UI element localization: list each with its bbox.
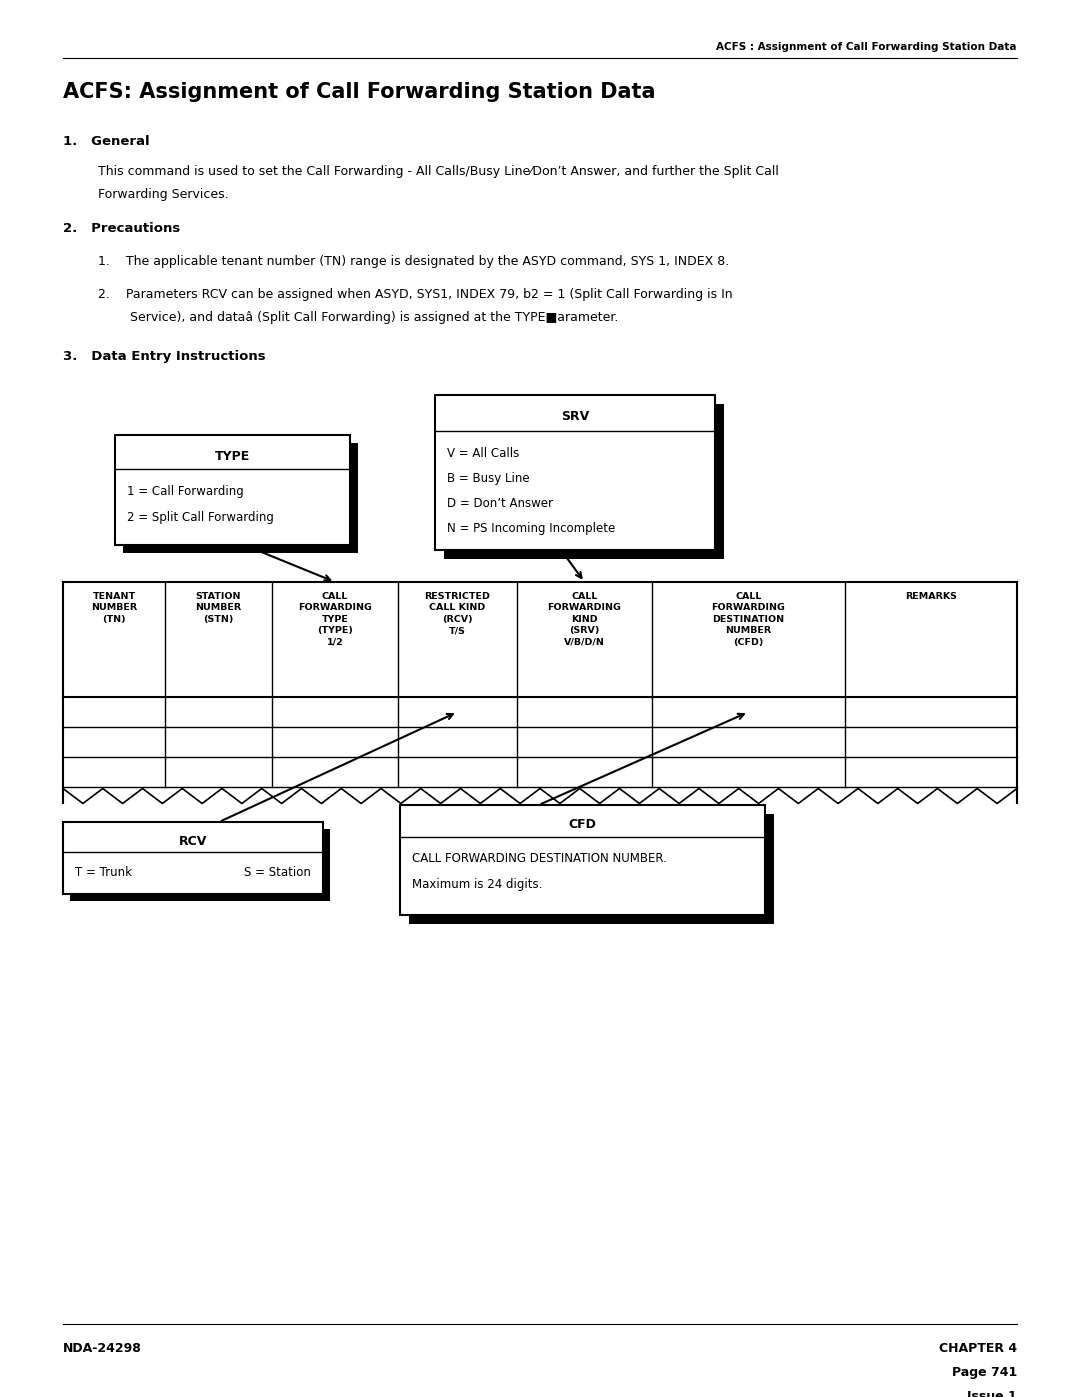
Text: TYPE: TYPE [215, 450, 251, 462]
Text: CALL
FORWARDING
TYPE
(TYPE)
1/2: CALL FORWARDING TYPE (TYPE) 1/2 [298, 592, 372, 647]
Text: T = Trunk: T = Trunk [75, 866, 132, 879]
Bar [114, 434, 350, 545]
Text: Issue 1: Issue 1 [968, 1390, 1017, 1397]
Bar [400, 805, 765, 915]
Text: NDA-24298: NDA-24298 [63, 1343, 141, 1355]
Text: RCV: RCV [179, 835, 207, 848]
Text: 3.   Data Entry Instructions: 3. Data Entry Instructions [63, 351, 266, 363]
Text: 1.   General: 1. General [63, 136, 150, 148]
Text: CFD: CFD [568, 819, 596, 831]
Text: SRV: SRV [561, 409, 589, 423]
Text: 2 = Split Call Forwarding: 2 = Split Call Forwarding [127, 511, 274, 524]
Text: CHAPTER 4: CHAPTER 4 [939, 1343, 1017, 1355]
Bar [444, 404, 724, 559]
Text: REMARKS: REMARKS [905, 592, 957, 601]
Text: CALL
FORWARDING
DESTINATION
NUMBER
(CFD): CALL FORWARDING DESTINATION NUMBER (CFD) [712, 592, 785, 647]
Bar [70, 828, 330, 901]
Bar [435, 395, 715, 550]
Text: 2.    Parameters RCV can be assigned when ASYD, SYS1, INDEX 79, b2 = 1 (Split Ca: 2. Parameters RCV can be assigned when A… [98, 288, 732, 300]
Text: TENANT
NUMBER
(TN): TENANT NUMBER (TN) [91, 592, 137, 624]
Text: STATION
NUMBER
(STN): STATION NUMBER (STN) [195, 592, 242, 624]
Text: Service), and dataâ (Split Call Forwarding) is assigned at the TYPE■arameter.: Service), and dataâ (Split Call Forwardi… [98, 312, 619, 324]
Text: 1 = Call Forwarding: 1 = Call Forwarding [127, 485, 244, 497]
Text: S = Station: S = Station [244, 866, 311, 879]
Bar [409, 814, 774, 923]
Text: ACFS: Assignment of Call Forwarding Station Data: ACFS: Assignment of Call Forwarding Stat… [63, 82, 656, 102]
Text: 2.   Precautions: 2. Precautions [63, 222, 180, 235]
Text: CALL FORWARDING DESTINATION NUMBER.: CALL FORWARDING DESTINATION NUMBER. [411, 852, 666, 865]
Text: This command is used to set the Call Forwarding - All Calls/Busy Line⁄Don’t Answ: This command is used to set the Call For… [98, 165, 779, 177]
Bar [63, 821, 323, 894]
Text: CALL
FORWARDING
KIND
(SRV)
V/B/D/N: CALL FORWARDING KIND (SRV) V/B/D/N [548, 592, 621, 647]
Text: N = PS Incoming Incomplete: N = PS Incoming Incomplete [447, 522, 616, 535]
Bar [123, 443, 357, 553]
Text: B = Busy Line: B = Busy Line [447, 472, 529, 485]
Text: ACFS : Assignment of Call Forwarding Station Data: ACFS : Assignment of Call Forwarding Sta… [716, 42, 1017, 52]
Text: D = Don’t Answer: D = Don’t Answer [447, 497, 553, 510]
Text: Forwarding Services.: Forwarding Services. [98, 189, 229, 201]
Text: RESTRICTED
CALL KIND
(RCV)
T/S: RESTRICTED CALL KIND (RCV) T/S [424, 592, 490, 636]
Text: V = All Calls: V = All Calls [447, 447, 519, 460]
Text: Maximum is 24 digits.: Maximum is 24 digits. [411, 877, 542, 891]
Text: 1.    The applicable tenant number (TN) range is designated by the ASYD command,: 1. The applicable tenant number (TN) ran… [98, 256, 729, 268]
Text: Page 741: Page 741 [951, 1366, 1017, 1379]
